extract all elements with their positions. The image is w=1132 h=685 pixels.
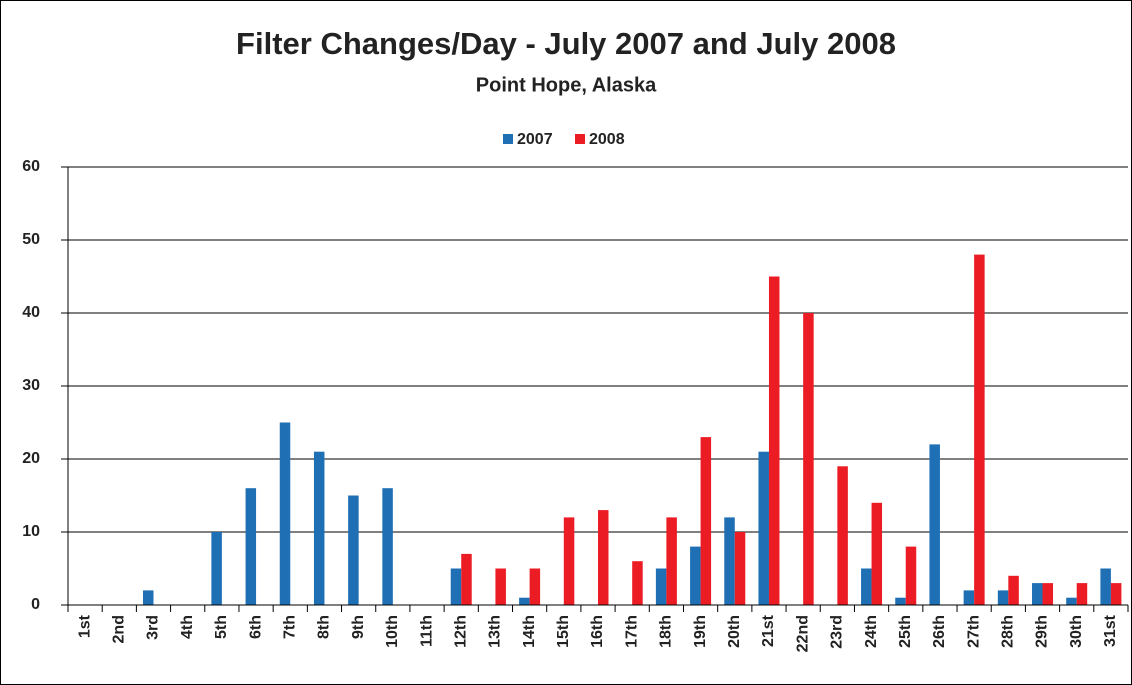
x-tick-label: 18th: [658, 615, 675, 648]
legend-label: 2008: [589, 131, 625, 148]
x-tick-label: 12th: [452, 615, 469, 648]
bar: [690, 546, 701, 605]
x-tick-label: 27th: [965, 615, 982, 648]
bar: [655, 568, 667, 605]
x-tick-label: 17th: [623, 615, 640, 648]
x-tick-label: 22nd: [794, 615, 811, 652]
bar: [929, 444, 940, 605]
x-tick-label: 1st: [76, 614, 93, 638]
bar: [245, 488, 257, 605]
y-tick-label: 20: [22, 450, 40, 467]
chart-title: Filter Changes/Day - July 2007 and July …: [236, 26, 896, 61]
x-tick-label: 16th: [589, 615, 606, 648]
bar: [211, 532, 222, 605]
bar: [974, 254, 985, 605]
x-tick-label: 19th: [692, 615, 709, 648]
x-tick-label: 29th: [1034, 615, 1051, 648]
bar: [313, 451, 325, 605]
bar: [1008, 575, 1019, 605]
bar: [700, 437, 712, 605]
bar: [563, 517, 575, 605]
x-tick-label: 31st: [1102, 614, 1119, 647]
bar: [666, 517, 677, 605]
chart-subtitle: Point Hope, Alaska: [476, 74, 657, 96]
bar: [803, 313, 814, 605]
y-tick-label: 10: [22, 523, 40, 540]
bar: [1100, 568, 1111, 605]
bar: [768, 276, 780, 605]
x-tick-label: 30th: [1068, 615, 1085, 648]
bar: [1076, 583, 1088, 605]
x-tick-label: 5th: [213, 615, 230, 639]
bar: [382, 488, 393, 605]
bar: [450, 568, 462, 605]
legend-swatch: [575, 134, 585, 144]
x-tick-label: 21st: [760, 614, 777, 647]
x-tick-label: 25th: [897, 615, 914, 648]
x-tick-label: 15th: [555, 615, 572, 648]
x-tick-label: 14th: [521, 615, 538, 648]
bar: [895, 597, 906, 605]
bar: [758, 451, 769, 605]
bar: [997, 590, 1009, 605]
x-tick-label: 26th: [931, 615, 948, 648]
x-tick-label: 10th: [384, 615, 401, 648]
bar: [724, 517, 735, 605]
x-tick-label: 2nd: [111, 615, 128, 643]
x-tick-label: 4th: [179, 615, 196, 639]
y-tick-label: 50: [22, 231, 40, 248]
legend-swatch: [503, 134, 513, 144]
x-tick-label: 3rd: [145, 615, 162, 640]
bar: [279, 422, 291, 605]
y-tick-label: 30: [22, 377, 40, 394]
bar: [632, 561, 643, 605]
y-tick-label: 0: [31, 596, 40, 613]
legend-label: 2007: [517, 131, 553, 148]
x-tick-label: 24th: [863, 615, 880, 648]
bar: [1110, 583, 1122, 605]
y-tick-label: 40: [22, 304, 40, 321]
bar: [905, 546, 917, 605]
bar: [461, 553, 472, 605]
x-tick-label: 7th: [281, 615, 298, 639]
bar: [734, 532, 746, 605]
x-tick-label: 9th: [350, 615, 367, 639]
bar: [861, 568, 872, 605]
bar: [495, 568, 506, 605]
bar: [871, 502, 883, 605]
bar: [598, 510, 609, 605]
x-tick-label: 6th: [247, 615, 264, 639]
bar: [1032, 583, 1043, 605]
bar: [1066, 597, 1077, 605]
x-tick-label: 20th: [726, 615, 743, 648]
x-tick-label: 8th: [316, 615, 333, 639]
bar: [529, 568, 541, 605]
bar: [963, 590, 975, 605]
x-tick-label: 23rd: [829, 615, 846, 649]
x-tick-label: 28th: [1000, 615, 1017, 648]
bar: [142, 590, 154, 605]
x-tick-label: 11th: [418, 615, 435, 647]
y-tick-label: 60: [22, 158, 40, 175]
bar: [1042, 583, 1054, 605]
bar: [519, 597, 530, 605]
bar: [348, 495, 359, 605]
bar: [837, 466, 848, 605]
x-tick-label: 13th: [487, 615, 504, 648]
